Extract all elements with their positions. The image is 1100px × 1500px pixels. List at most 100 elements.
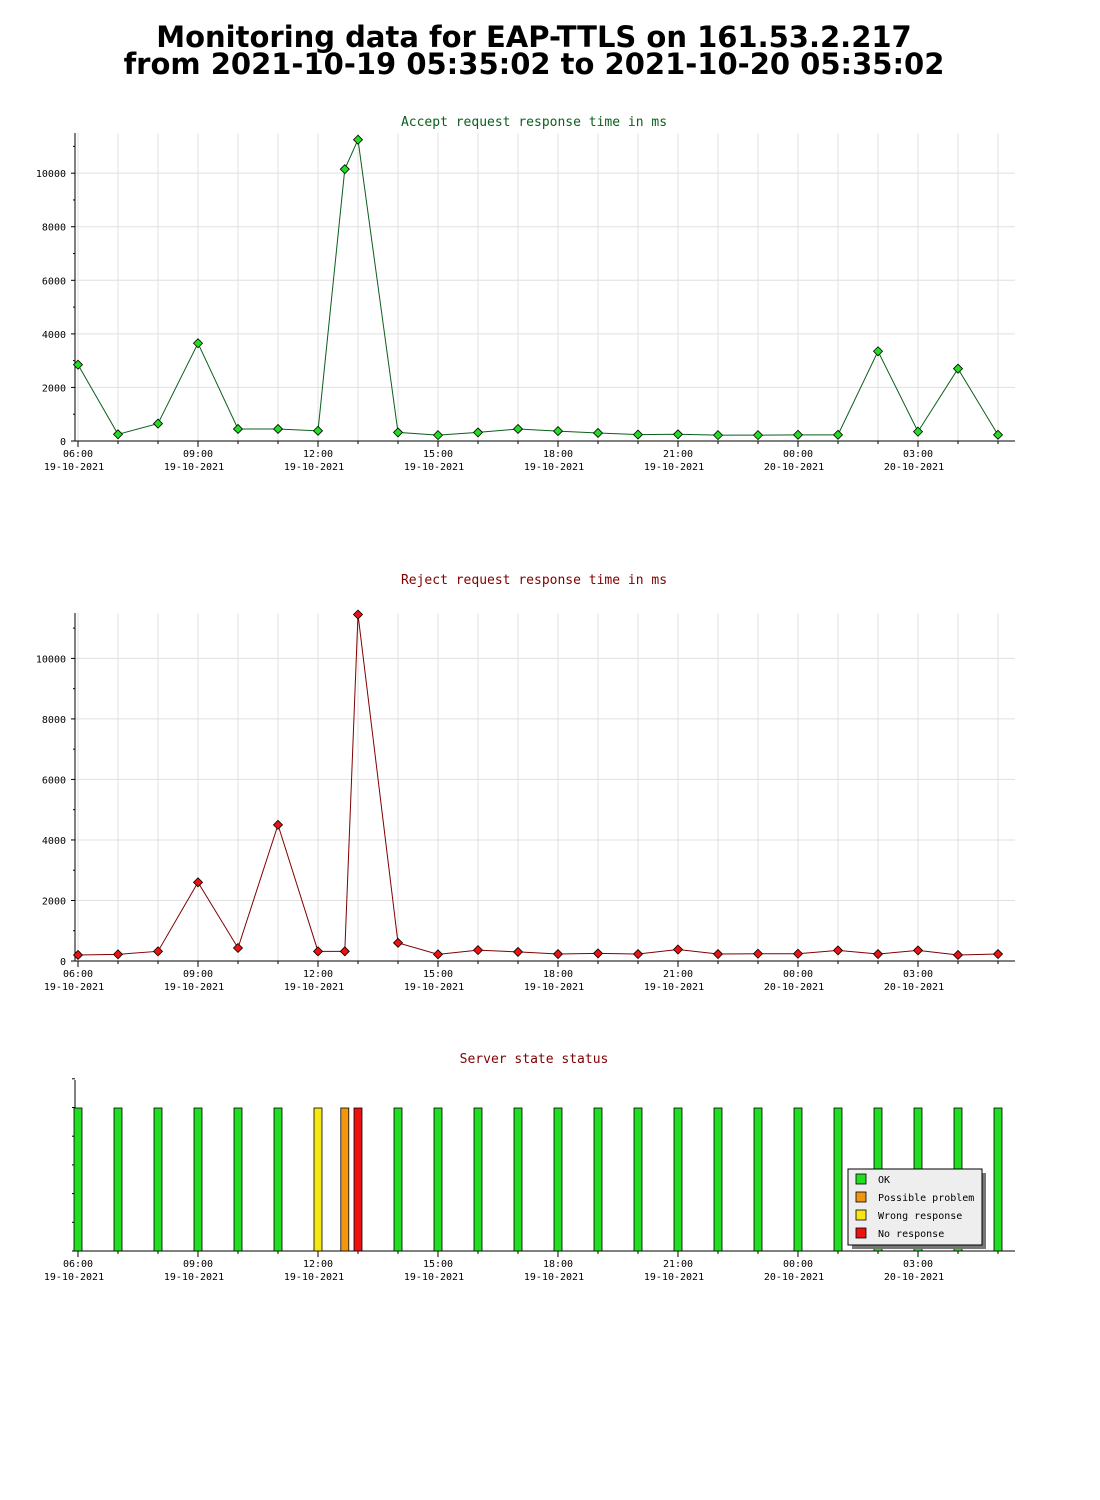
x-tick-date: 19-10-2021 xyxy=(164,1272,224,1283)
y-tick-label: 0 xyxy=(60,957,66,968)
x-tick-date: 19-10-2021 xyxy=(164,462,224,473)
legend-swatch-wrong-response xyxy=(855,1209,867,1221)
state-bar xyxy=(153,1107,163,1252)
x-tick-time: 18:00 xyxy=(543,449,573,460)
page-title: Monitoring data for EAP-TTLS on 161.53.2… xyxy=(0,23,1068,81)
y-tick-label: 2000 xyxy=(42,896,66,907)
legend-swatch-no-response xyxy=(855,1227,867,1239)
reject-series-line xyxy=(77,614,999,956)
state-bar xyxy=(273,1107,283,1252)
accept-data-point xyxy=(392,427,404,438)
accept-data-point xyxy=(712,430,724,441)
reject-data-point xyxy=(339,946,350,957)
x-tick-date: 19-10-2021 xyxy=(44,982,104,993)
legend-label-no-response: No response xyxy=(878,1229,944,1240)
state-chart-title: Server state status xyxy=(460,1052,609,1067)
y-tick-label: 4000 xyxy=(42,836,66,847)
state-bar xyxy=(513,1107,523,1252)
state-bar xyxy=(713,1107,723,1252)
state-bar xyxy=(793,1107,803,1252)
reject-data-point xyxy=(192,877,204,888)
accept-data-point xyxy=(752,430,764,441)
reject-data-point xyxy=(832,945,844,956)
accept-data-point xyxy=(192,338,204,349)
accept-data-point xyxy=(832,429,844,440)
x-tick-time: 00:00 xyxy=(783,1259,813,1270)
reject-data-point xyxy=(72,949,84,961)
x-tick-date: 19-10-2021 xyxy=(524,982,584,993)
y-tick-label: 8000 xyxy=(42,715,66,726)
y-tick-label: 2000 xyxy=(42,383,66,394)
x-tick-date: 19-10-2021 xyxy=(644,1272,704,1283)
reject-data-point xyxy=(992,948,1004,960)
accept-chart-title: Accept request response time in ms xyxy=(401,115,667,130)
state-bar xyxy=(753,1107,763,1252)
reject-data-point xyxy=(552,948,564,960)
x-tick-time: 09:00 xyxy=(183,969,213,980)
accept-data-point xyxy=(632,429,644,440)
state-bar xyxy=(473,1107,483,1252)
x-tick-time: 12:00 xyxy=(303,449,333,460)
state-bar xyxy=(393,1107,403,1252)
reject-data-point xyxy=(312,946,324,957)
accept-data-point xyxy=(792,429,804,440)
x-tick-time: 15:00 xyxy=(423,969,453,980)
reject-data-point xyxy=(272,819,284,830)
y-tick-label: 10000 xyxy=(36,169,66,180)
y-tick-label: 0 xyxy=(60,437,66,448)
x-tick-time: 12:00 xyxy=(303,1259,333,1270)
x-tick-date: 20-10-2021 xyxy=(884,1272,944,1283)
x-tick-date: 20-10-2021 xyxy=(764,462,824,473)
reject-data-point xyxy=(872,948,884,960)
reject-data-point xyxy=(232,942,244,954)
x-tick-time: 12:00 xyxy=(303,969,333,980)
reject-data-point xyxy=(472,945,484,956)
x-tick-date: 19-10-2021 xyxy=(404,462,464,473)
y-tick-label: 6000 xyxy=(42,775,66,786)
state-legend: OK Possible problem Wrong response No respo… xyxy=(847,1168,986,1249)
reject-data-point xyxy=(792,948,804,959)
state-bar xyxy=(673,1107,683,1252)
x-tick-date: 19-10-2021 xyxy=(404,1272,464,1283)
x-tick-time: 03:00 xyxy=(903,969,933,980)
reject-data-point xyxy=(712,948,724,960)
x-tick-time: 09:00 xyxy=(183,449,213,460)
accept-data-point xyxy=(272,423,284,435)
accept-data-point xyxy=(312,425,324,436)
accept-series-line xyxy=(77,137,999,436)
accept-data-point xyxy=(152,418,164,429)
x-tick-time: 15:00 xyxy=(423,1259,453,1270)
legend-swatch-possible-problem xyxy=(855,1191,867,1203)
x-tick-time: 09:00 xyxy=(183,1259,213,1270)
x-tick-time: 21:00 xyxy=(663,969,693,980)
x-tick-time: 21:00 xyxy=(663,449,693,460)
page-title-line-2: from 2021-10-19 05:35:02 to 2021-10-20 0… xyxy=(123,47,945,81)
reject-response-chart: Reject request response time in ms 0 2000… xyxy=(36,573,1015,993)
x-tick-time: 00:00 xyxy=(783,449,813,460)
state-bar xyxy=(73,1107,83,1252)
reject-data-point xyxy=(512,946,524,957)
reject-data-point xyxy=(112,949,124,960)
accept-data-point xyxy=(232,423,244,435)
x-tick-date: 19-10-2021 xyxy=(44,462,104,473)
accept-data-point xyxy=(672,429,684,440)
x-tick-time: 21:00 xyxy=(663,1259,693,1270)
x-tick-time: 06:00 xyxy=(63,1259,93,1270)
x-tick-date: 19-10-2021 xyxy=(644,462,704,473)
accept-data-point xyxy=(339,164,350,175)
accept-data-point xyxy=(872,346,884,357)
state-bar xyxy=(993,1107,1003,1252)
state-bar xyxy=(340,1107,350,1252)
x-tick-time: 00:00 xyxy=(783,969,813,980)
x-tick-time: 03:00 xyxy=(903,1259,933,1270)
x-tick-time: 03:00 xyxy=(903,449,933,460)
state-bar xyxy=(113,1107,123,1252)
state-bar xyxy=(313,1107,323,1252)
y-tick-label: 8000 xyxy=(42,223,66,234)
x-tick-date: 20-10-2021 xyxy=(764,982,824,993)
server-state-chart: Server state status 06:00 19-10-2021 09:00… xyxy=(44,1052,1015,1283)
reject-data-point xyxy=(672,944,684,955)
legend-label-ok: OK xyxy=(878,1175,890,1186)
x-tick-date: 20-10-2021 xyxy=(884,982,944,993)
